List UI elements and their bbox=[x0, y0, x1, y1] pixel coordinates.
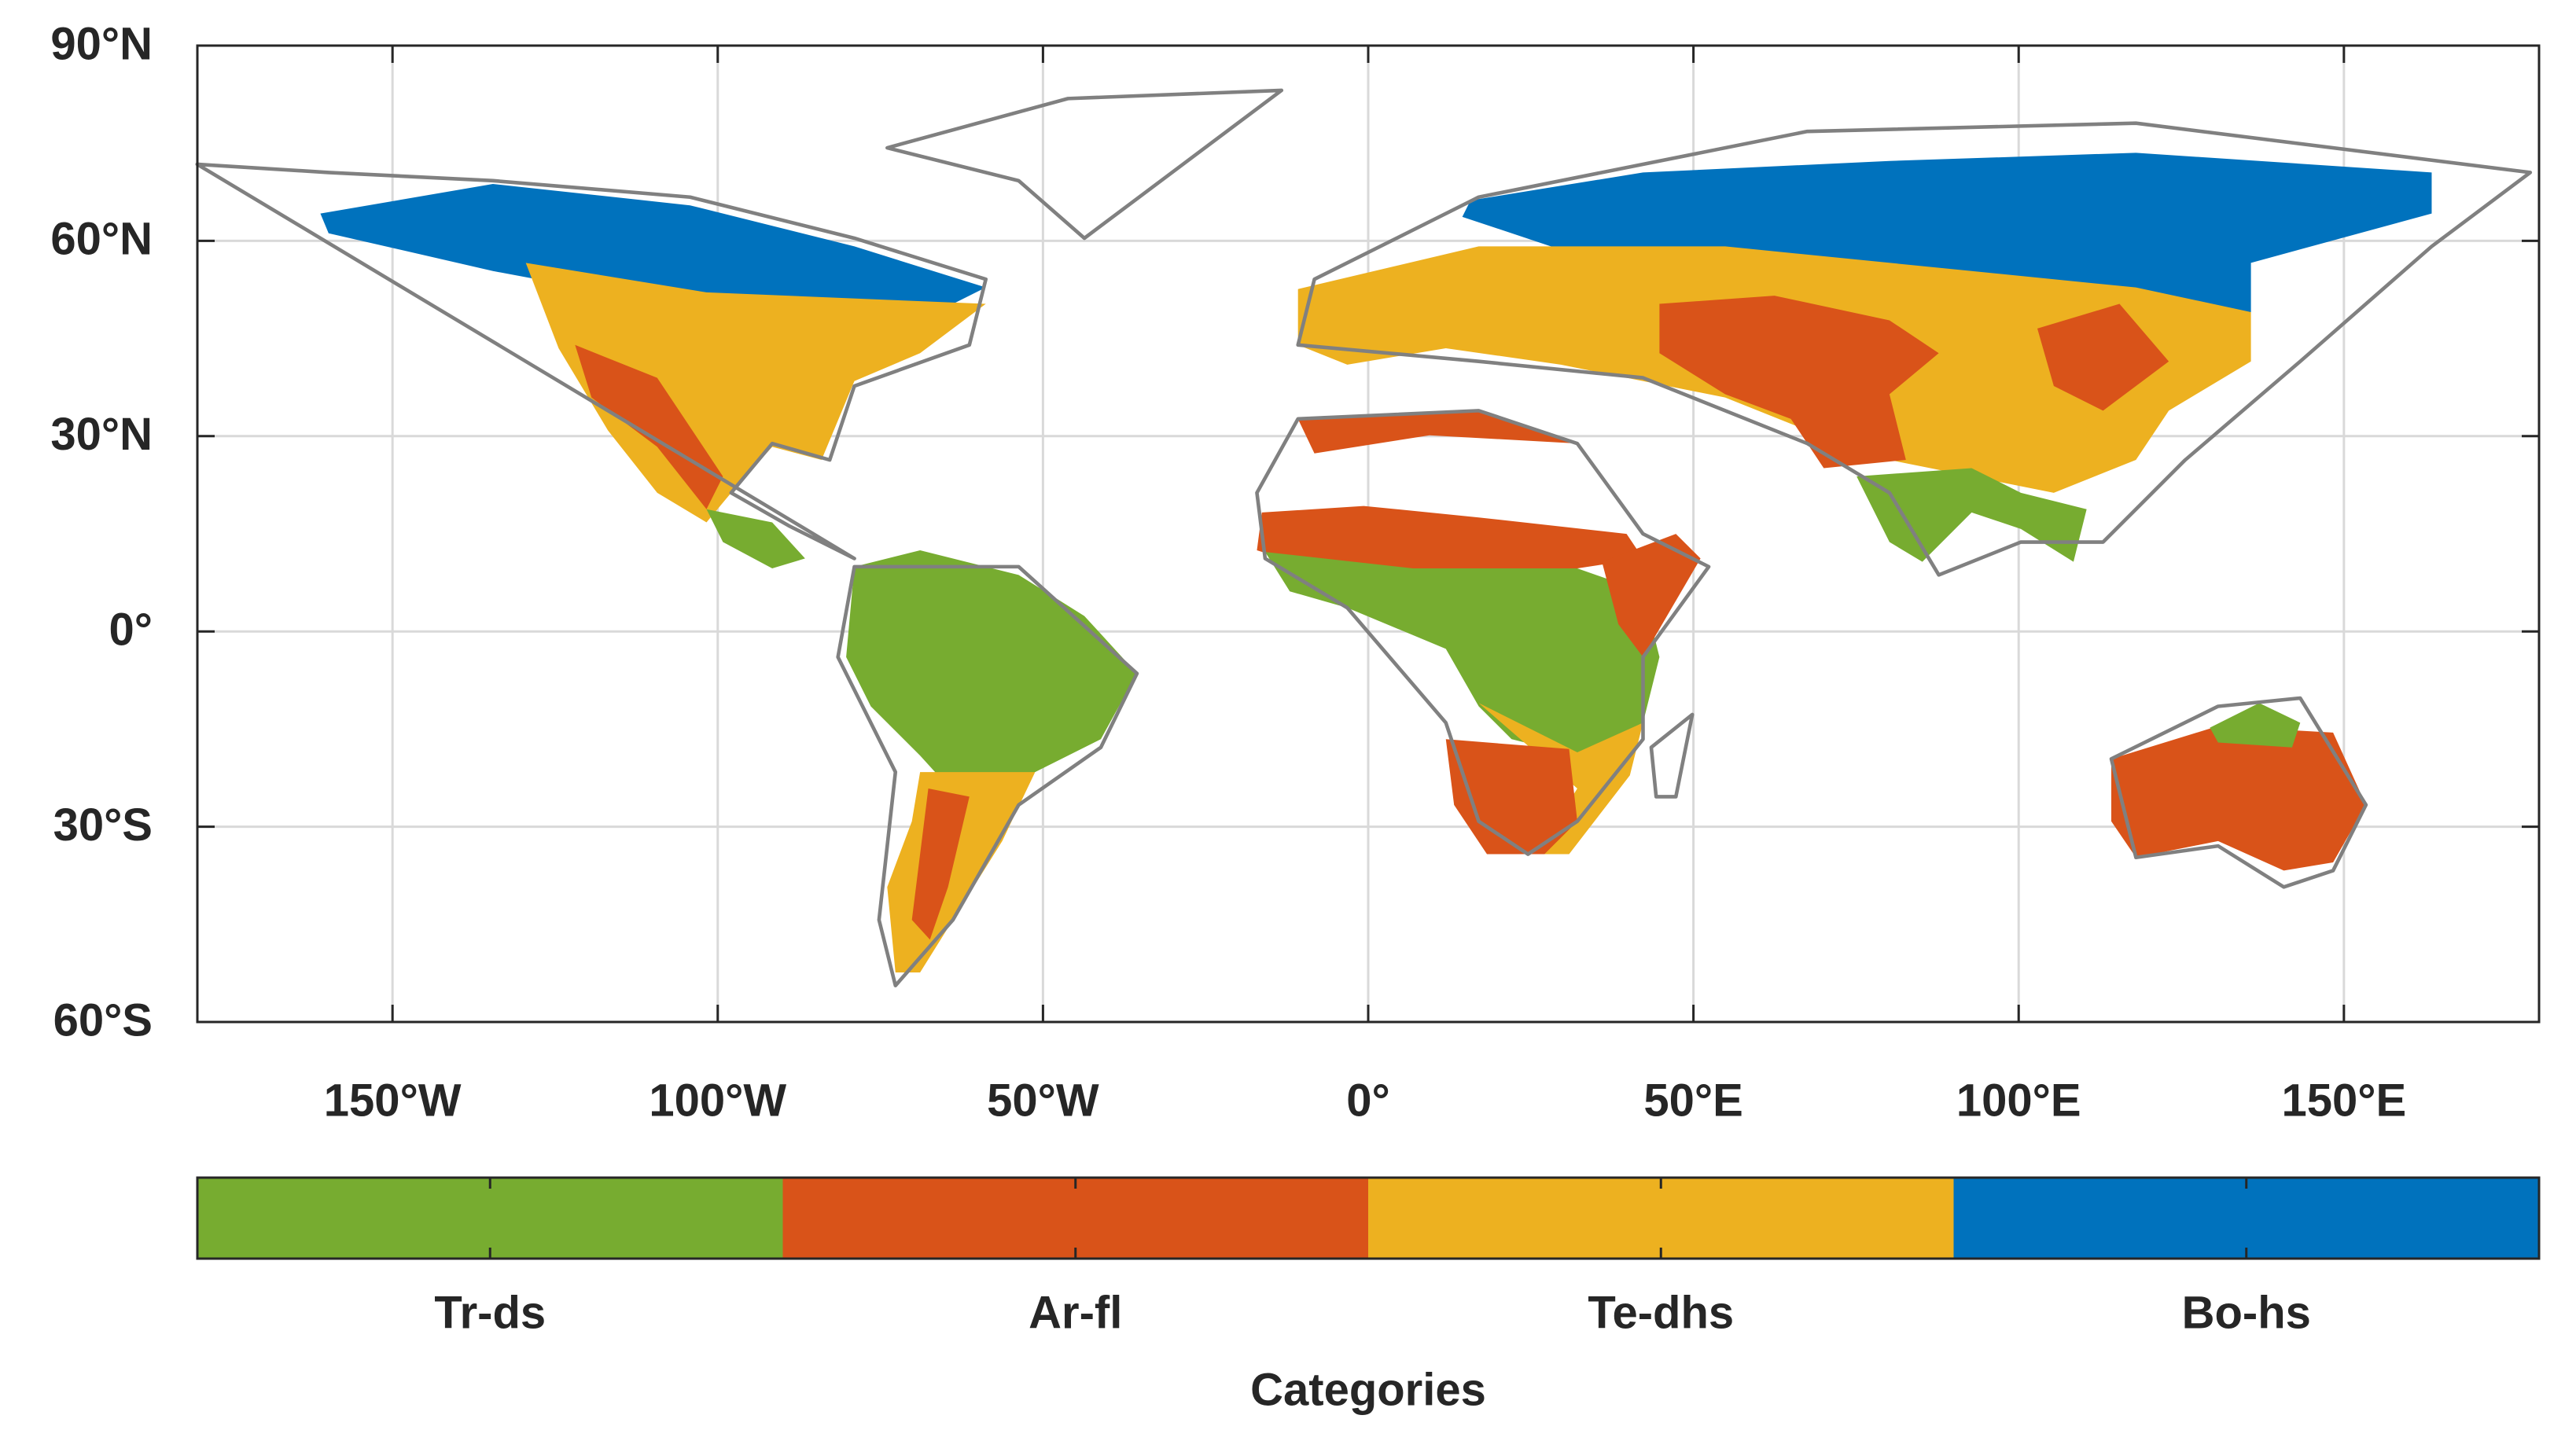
colorbar-swatch bbox=[1953, 1178, 2539, 1259]
region bbox=[2037, 303, 2169, 411]
y-tick-label: 60°N bbox=[50, 214, 153, 265]
colorbar-swatch bbox=[197, 1178, 783, 1259]
region bbox=[706, 509, 805, 568]
coastline bbox=[1255, 409, 1711, 856]
coastline bbox=[836, 564, 1139, 987]
coastline bbox=[195, 162, 988, 561]
colorbar-label: Categories bbox=[1250, 1364, 1486, 1415]
x-tick-label: 150°W bbox=[324, 1075, 462, 1126]
colorbar: Tr-ds Ar-fl Te-dhs Bo-hs bbox=[196, 1176, 2541, 1338]
region bbox=[575, 344, 723, 509]
y-tick-label: 30°S bbox=[53, 800, 153, 851]
colorbar-frame bbox=[196, 1176, 2541, 1260]
x-tick-label: 50°W bbox=[987, 1075, 1099, 1126]
colorbar-swatch bbox=[782, 1178, 1368, 1259]
colorbar-category-label: Te-dhs bbox=[1588, 1287, 1734, 1338]
coastline bbox=[885, 88, 1284, 241]
regions bbox=[195, 88, 2533, 987]
region bbox=[846, 550, 1137, 792]
x-tick-label: 100°E bbox=[1956, 1075, 2081, 1126]
region bbox=[1257, 505, 1643, 568]
region bbox=[1445, 739, 1577, 855]
y-tick-label: 0° bbox=[109, 605, 153, 656]
colorbar-category-label: Ar-fl bbox=[1029, 1287, 1122, 1338]
region bbox=[1857, 468, 2087, 562]
region bbox=[2210, 703, 2301, 748]
coastline bbox=[1296, 121, 2533, 577]
axes: 150°W 100°W 50°W 0° 50°E 100°E 150°E 90°N 60°N 30… bbox=[50, 18, 2541, 1126]
coastline bbox=[1649, 712, 1695, 799]
region bbox=[911, 788, 970, 940]
coastline bbox=[2109, 696, 2368, 889]
region bbox=[525, 263, 986, 523]
y-tick-label: 90°N bbox=[50, 18, 153, 69]
region bbox=[1659, 296, 1939, 469]
x-tick-label: 50°E bbox=[1643, 1075, 1742, 1126]
x-tick-label: 150°E bbox=[2282, 1075, 2407, 1126]
region bbox=[1462, 153, 2432, 329]
y-tick-label: 30°N bbox=[50, 409, 153, 460]
colorbar-swatch bbox=[1368, 1178, 1954, 1259]
y-tick-label: 60°S bbox=[53, 994, 153, 1046]
x-tick-label: 100°W bbox=[649, 1075, 786, 1126]
colorbar-category-label: Bo-hs bbox=[2182, 1287, 2311, 1338]
colorbar-category-label: Tr-ds bbox=[434, 1287, 546, 1338]
region bbox=[2111, 726, 2366, 871]
region bbox=[1602, 534, 1701, 657]
region bbox=[320, 184, 986, 321]
region bbox=[1264, 552, 1660, 756]
x-tick-label: 0° bbox=[1346, 1075, 1389, 1126]
